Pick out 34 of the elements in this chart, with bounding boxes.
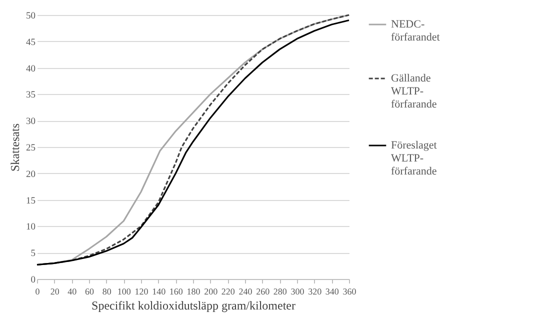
x-tick-label: 340 [325, 286, 340, 296]
y-axis-title: Skattesats [8, 123, 22, 172]
legend-label: NEDC-förfarandet [391, 18, 440, 44]
y-tick-label: 20 [26, 170, 36, 180]
y-tick-label: 45 [26, 38, 36, 48]
x-tick-label: 100 [117, 286, 132, 296]
x-tick-label: 120 [134, 286, 149, 296]
y-tick-label: 10 [26, 222, 36, 233]
x-tick-label: 320 [308, 286, 322, 296]
legend-label: Gällande WLTP-förfarande [391, 72, 437, 110]
x-tick-label: 40 [68, 286, 78, 296]
y-tick-label: 15 [26, 196, 36, 206]
x-tick-label: 60 [85, 286, 94, 296]
x-tick-label: 240 [238, 286, 253, 296]
x-tick-label: 360 [342, 286, 357, 296]
y-tick-label: 35 [26, 90, 36, 101]
x-tick-label: 80 [102, 286, 112, 296]
x-tick-label: 140 [152, 286, 166, 296]
x-tick-label: 280 [273, 286, 288, 296]
x-tick-label: 300 [290, 286, 305, 296]
x-tick-label: 180 [186, 286, 201, 296]
legend-label: Föreslaget WLTP-förfarande [391, 140, 437, 178]
y-tick-label: 25 [26, 144, 36, 154]
x-tick-label: 220 [221, 286, 236, 296]
y-tick-label: 40 [26, 64, 36, 74]
x-tick-label: 200 [204, 286, 218, 296]
y-tick-label: 0 [30, 276, 36, 286]
x-tick-label: 20 [50, 286, 60, 296]
y-tick-label: 50 [26, 12, 36, 22]
x-tick-label: 160 [169, 286, 184, 296]
y-tick-label: 5 [30, 249, 36, 260]
x-tick-label: 260 [256, 286, 270, 296]
x-axis-title: Specifikt koldioxidutsläpp gram/kilometer [92, 298, 296, 312]
y-tick-label: 30 [26, 117, 36, 128]
